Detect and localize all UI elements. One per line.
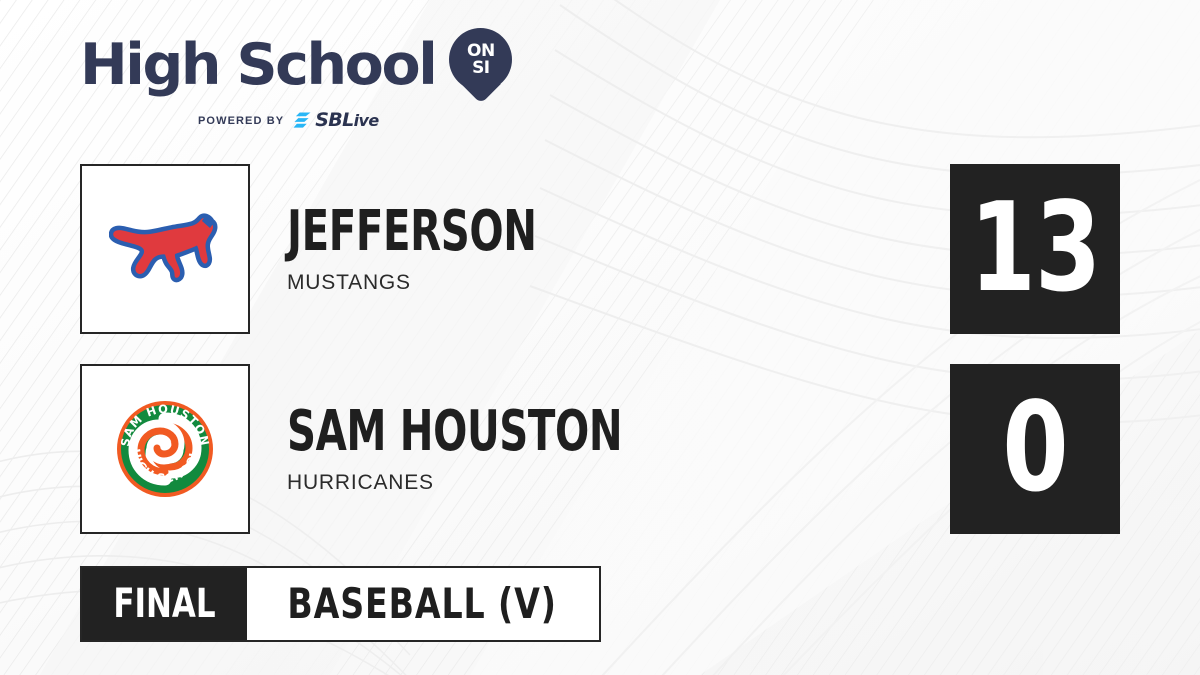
sblive-logo: SBLive	[293, 109, 380, 131]
sblive-s-mark-icon	[293, 112, 311, 128]
powered-by-row: POWERED BY SBLive	[80, 111, 520, 130]
status-badge: FINAL	[82, 568, 247, 640]
status-state-label: FINAL	[113, 581, 216, 627]
team-score-box: 13	[950, 164, 1120, 334]
team-score: 13	[969, 177, 1102, 320]
pin-head-shape	[449, 28, 513, 91]
game-status-bar: FINAL BASEBALL (V)	[80, 566, 602, 642]
sport-label: BASEBALL (V)	[287, 579, 557, 628]
pin-label-si: SI	[472, 58, 490, 78]
hurricane-circle-logo-icon: SAM HOUSTON HIGH SCHOOL	[82, 366, 248, 532]
on-si-pin-icon: ON SI	[449, 28, 513, 104]
team-logo-box	[80, 164, 250, 334]
pin-label-group: ON SI	[449, 28, 512, 91]
team-score-box: 0	[950, 364, 1120, 534]
team-mascot: HURRICANES	[287, 470, 434, 494]
team-logo-box: SAM HOUSTON HIGH SCHOOL	[80, 364, 250, 534]
brand-header: High School ON SI POWERED BY SBLive	[80, 28, 520, 130]
sport-label-box: BASEBALL (V)	[246, 568, 600, 640]
sblive-word-ive: ive	[353, 111, 380, 130]
sblive-word-sbl: SBL	[315, 109, 354, 131]
powered-by-label: POWERED BY	[198, 114, 285, 127]
team-name: JEFFERSON	[287, 198, 537, 264]
team-name-block: JEFFERSON MUSTANGS	[287, 164, 927, 334]
mustang-shape	[109, 213, 218, 283]
hurricane-shape: SAM HOUSTON HIGH SCHOOL	[117, 401, 213, 497]
team-name: SAM HOUSTON	[287, 398, 623, 464]
page-title: High School	[80, 31, 438, 98]
sblive-wordmark: SBLive	[315, 109, 380, 131]
team-name-block: SAM HOUSTON HURRICANES	[287, 364, 927, 534]
brand-row: High School ON SI	[80, 28, 520, 104]
mustang-logo-icon	[82, 166, 248, 332]
team-score: 0	[1002, 377, 1068, 520]
pin-label-on: ON	[467, 41, 495, 61]
team-mascot: MUSTANGS	[287, 270, 411, 294]
